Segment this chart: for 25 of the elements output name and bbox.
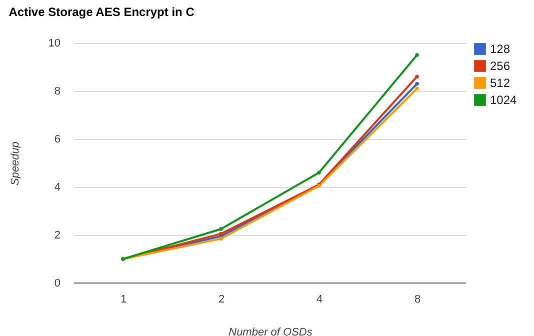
point — [415, 82, 419, 86]
x-axis-title: Number of OSDs — [228, 326, 313, 336]
point — [317, 170, 321, 174]
legend-label: 1024 — [490, 93, 518, 107]
y-tick-label: 10 — [48, 38, 60, 50]
legend-label: 128 — [490, 42, 510, 56]
point — [415, 86, 419, 90]
y-tick-label: 0 — [54, 278, 60, 290]
point — [415, 74, 419, 78]
legend-label: 256 — [490, 59, 510, 73]
legend-label: 512 — [490, 76, 510, 90]
chart-title: Active Storage AES Encrypt in C — [8, 5, 195, 19]
y-axis-title: Speedup — [9, 141, 22, 186]
y-tick-label: 8 — [54, 86, 60, 98]
point — [219, 227, 223, 231]
y-tick-label: 6 — [54, 134, 60, 146]
x-tick-label: 8 — [414, 294, 421, 306]
y-tick-label: 2 — [54, 230, 60, 242]
x-tick-label: 1 — [120, 294, 127, 306]
point — [415, 53, 419, 57]
x-tick-label: 4 — [316, 294, 323, 306]
y-tick-label: 4 — [54, 182, 60, 194]
x-tick-label: 2 — [218, 294, 225, 306]
point — [219, 236, 223, 240]
point — [219, 232, 223, 236]
